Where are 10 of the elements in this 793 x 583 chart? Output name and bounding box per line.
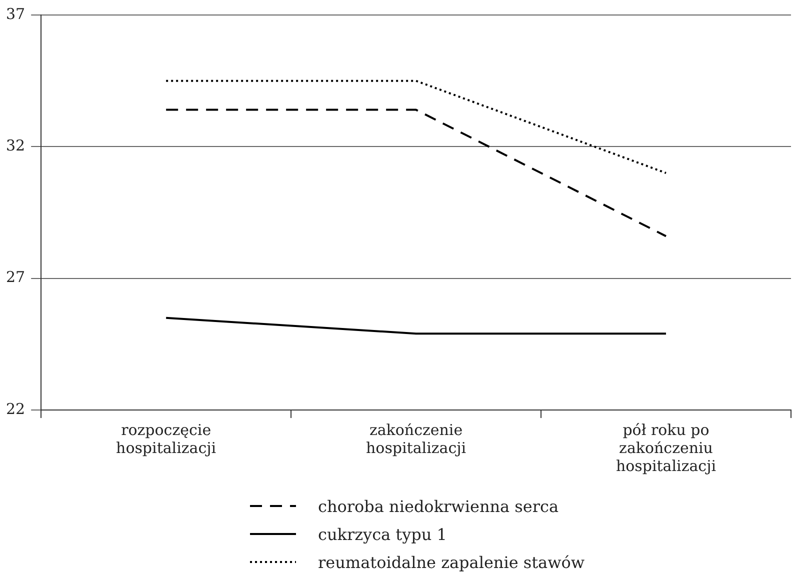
y-tick-label: 37 xyxy=(6,4,26,23)
x-tick-label: pół roku po zakończeniu hospitalizacji xyxy=(616,420,716,475)
y-tick-label: 32 xyxy=(6,136,26,155)
legend-label: choroba niedokrwienna serca xyxy=(318,496,558,516)
y-tick-label: 27 xyxy=(6,268,26,286)
x-tick-label: rozpoczęcie hospitalizacji xyxy=(116,420,216,457)
y-tick-label: 22 xyxy=(6,400,26,418)
x-tick-label: zakończenie hospitalizacji xyxy=(366,420,466,457)
legend-label: reumatoidalne zapalenie stawów xyxy=(318,552,585,572)
legend-label: cukrzyca typu 1 xyxy=(318,524,447,544)
